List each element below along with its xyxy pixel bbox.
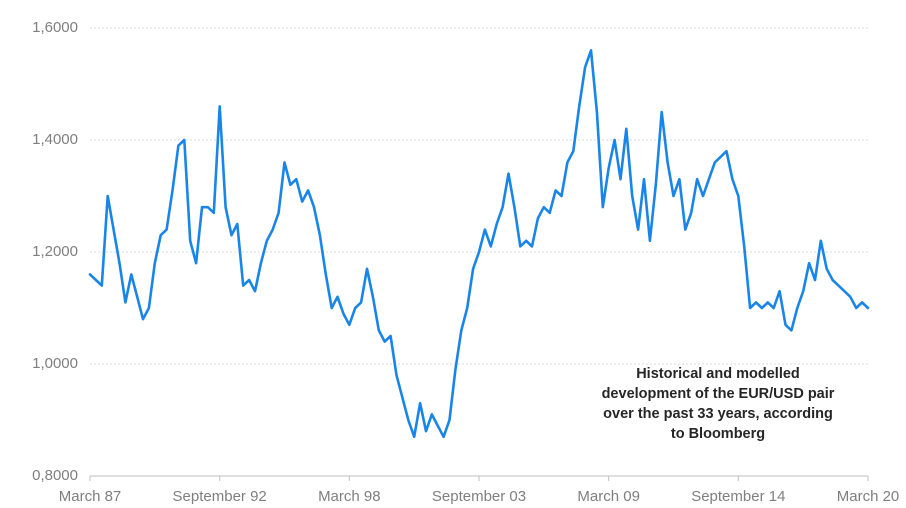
annotation: to Bloomberg <box>671 426 765 442</box>
x-tick-label: March 09 <box>577 488 640 505</box>
annotation: development of the EUR/USD pair <box>602 386 835 402</box>
annotation: over the past 33 years, according <box>603 406 833 422</box>
y-tick-label: 1,0000 <box>32 355 78 372</box>
x-tick-label: September 03 <box>432 488 526 505</box>
x-tick-label: March 98 <box>318 488 381 505</box>
y-tick-label: 1,2000 <box>32 243 78 260</box>
line-series <box>88 49 870 439</box>
x-tick-label: September 14 <box>691 488 785 505</box>
y-tick-label: 0,8000 <box>32 467 78 484</box>
y-tick-label: 1,4000 <box>32 131 78 148</box>
x-tick-label: March 87 <box>59 488 122 505</box>
annotation: Historical and modelled <box>636 366 800 382</box>
y-tick-label: 1,6000 <box>32 19 78 36</box>
x-tick-label: March 20 <box>837 488 900 505</box>
x-tick-label: September 92 <box>173 488 267 505</box>
